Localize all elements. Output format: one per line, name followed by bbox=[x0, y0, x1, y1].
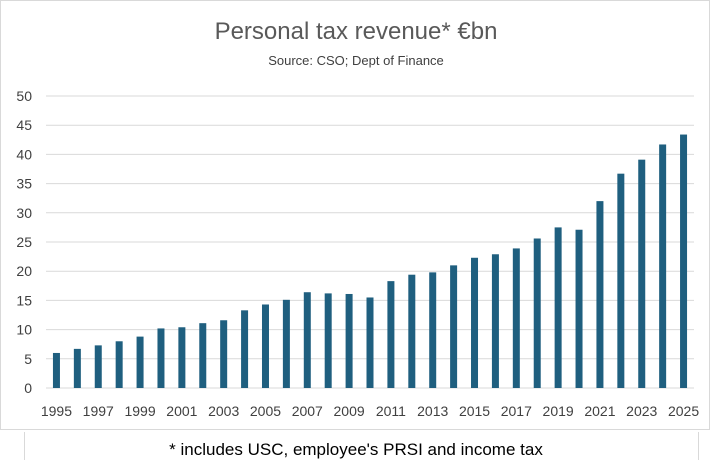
x-axis: 1995 1997 1999 2001 2003 2005 2007 2009 2011 2013… bbox=[41, 403, 699, 419]
bar-2020 bbox=[575, 229, 583, 388]
y-tick-label: 35 bbox=[16, 176, 32, 192]
x-tick-label: 2011 bbox=[376, 403, 406, 419]
bar-1997 bbox=[94, 345, 102, 388]
y-tick-label: 45 bbox=[16, 117, 32, 133]
bar-2001 bbox=[178, 327, 186, 388]
bar-2022 bbox=[617, 173, 625, 388]
x-tick-label: 2019 bbox=[543, 403, 574, 419]
bar-2002 bbox=[199, 323, 207, 388]
x-tick-label: 1997 bbox=[83, 403, 114, 419]
y-tick-label: 5 bbox=[24, 351, 32, 367]
bar-2016 bbox=[491, 254, 499, 388]
x-tick-label: 2017 bbox=[501, 403, 532, 419]
bar-2004 bbox=[241, 310, 249, 388]
x-tick-label: 1995 bbox=[41, 403, 72, 419]
x-tick-label: 2013 bbox=[417, 403, 448, 419]
x-tick-label: 2001 bbox=[166, 403, 197, 419]
bar-1999 bbox=[136, 336, 144, 388]
bars bbox=[52, 134, 688, 388]
bar-2013 bbox=[429, 272, 437, 388]
bar-2012 bbox=[408, 274, 416, 388]
bar-2010 bbox=[366, 297, 374, 388]
footnote-divider-left bbox=[24, 432, 25, 460]
x-tick-label: 2021 bbox=[584, 403, 615, 419]
y-tick-label: 0 bbox=[24, 380, 32, 396]
bar-2024 bbox=[659, 144, 667, 388]
x-tick-label: 2005 bbox=[250, 403, 281, 419]
y-tick-label: 40 bbox=[16, 146, 32, 162]
bar-2014 bbox=[450, 265, 458, 388]
x-tick-label: 2003 bbox=[208, 403, 239, 419]
footnote-area: * includes USC, employee's PRSI and inco… bbox=[0, 432, 712, 460]
x-tick-label: 2009 bbox=[334, 403, 365, 419]
bar-2000 bbox=[157, 328, 165, 388]
bar-2003 bbox=[220, 320, 228, 388]
bar-2007 bbox=[303, 292, 311, 388]
bar-2018 bbox=[533, 238, 541, 388]
bar-1996 bbox=[73, 348, 81, 388]
y-tick-label: 25 bbox=[16, 234, 32, 250]
bar-2021 bbox=[596, 201, 604, 388]
x-tick-label: 2025 bbox=[668, 403, 699, 419]
x-tick-label: 2015 bbox=[459, 403, 490, 419]
bar-2008 bbox=[324, 293, 332, 388]
bar-1995 bbox=[52, 352, 60, 388]
y-tick-label: 30 bbox=[16, 205, 32, 221]
bar-1998 bbox=[115, 341, 123, 388]
footnote-divider-right bbox=[698, 432, 699, 460]
x-tick-label: 2023 bbox=[626, 403, 657, 419]
bar-2025 bbox=[680, 134, 688, 388]
y-axis: 0 5 10 15 20 25 30 35 40 45 50 bbox=[16, 88, 32, 396]
chart-title: Personal tax revenue* €bn bbox=[214, 18, 498, 45]
bar-2017 bbox=[512, 248, 520, 388]
footnote: * includes USC, employee's PRSI and inco… bbox=[169, 440, 543, 459]
bar-2015 bbox=[471, 257, 479, 388]
chart-subtitle: Source: CSO; Dept of Finance bbox=[268, 53, 444, 68]
bar-2023 bbox=[638, 159, 646, 388]
x-tick-label: 2007 bbox=[292, 403, 323, 419]
bar-2005 bbox=[261, 304, 269, 388]
x-tick-label: 1999 bbox=[124, 403, 155, 419]
bar-2009 bbox=[345, 293, 353, 388]
bar-2011 bbox=[387, 281, 395, 388]
y-tick-label: 10 bbox=[16, 322, 32, 338]
bar-2019 bbox=[554, 227, 562, 388]
y-tick-label: 20 bbox=[16, 263, 32, 279]
bar-2006 bbox=[282, 299, 290, 388]
y-tick-label: 50 bbox=[16, 88, 32, 104]
y-tick-label: 15 bbox=[16, 292, 32, 308]
